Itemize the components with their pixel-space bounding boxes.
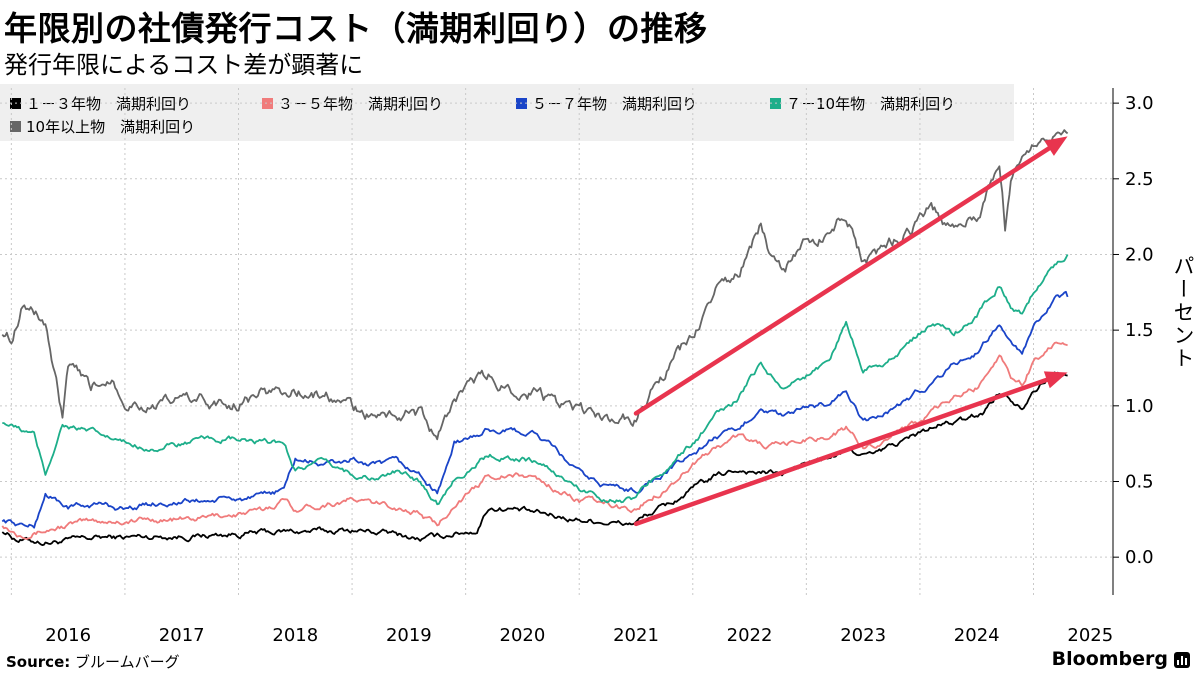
legend-item-10plus: 10年以上物 満期利回り [10, 116, 195, 137]
grid [0, 88, 1113, 595]
trend-arrow-0 [633, 143, 1056, 416]
series-line-y7_10 [2, 254, 1069, 506]
x-tick-label-2: 2018 [272, 625, 318, 646]
x-tick-label-6: 2022 [727, 625, 773, 646]
legend-swatch-3-5 [262, 98, 273, 109]
series-line-y10plus [1, 129, 1069, 441]
series-line-y5_7 [1, 290, 1069, 529]
legend-label-3-5: ３－５年物 満期利回り [278, 95, 444, 113]
legend: １－３年物 満期利回り ３－５年物 満期利回り ５－７年物 満期利回り ７－10… [0, 84, 1014, 141]
y-tick-label-6: 3.0 [1125, 93, 1154, 114]
y-tick-label-5: 2.5 [1125, 169, 1154, 190]
y-tick-label-0: 0.0 [1125, 547, 1154, 568]
source-label: Source: [6, 653, 71, 671]
x-tick-label-8: 2024 [954, 625, 1000, 646]
trend-arrow-1 [633, 376, 1054, 527]
x-axis: 2016 2017 2018 2019 2020 2021 2022 2023 2024 2025 [45, 625, 1113, 646]
source-text: ブルームバーグ [75, 653, 180, 671]
series-line-y1_3 [1, 371, 1068, 546]
legend-label-10plus: 10年以上物 満期利回り [26, 118, 196, 136]
series-line-y3_5 [1, 341, 1068, 540]
y-tick-label-1: 0.5 [1125, 471, 1154, 492]
y-axis-label: パーセント [1171, 255, 1195, 370]
y-tick-label-3: 1.5 [1125, 320, 1154, 341]
trend-arrow-head-1 [1043, 371, 1068, 389]
x-tick-label-7: 2023 [840, 625, 886, 646]
bloomberg-logo: Bloomberg [1051, 648, 1168, 670]
chart-title: 年限別の社債発行コスト（満期利回り）の推移 [4, 9, 708, 48]
chart-subtitle: 発行年限によるコスト差が顕著に [4, 51, 364, 79]
y-axis: 0.0 0.5 1.0 1.5 2.0 2.5 3.0 [1112, 88, 1154, 595]
x-tick-label-9: 2025 [1067, 625, 1113, 646]
legend-swatch-10plus [10, 121, 21, 132]
y-tick-label-2: 1.0 [1125, 396, 1154, 417]
y-tick-label-4: 2.0 [1125, 244, 1154, 265]
legend-item-3-5: ３－５年物 満期利回り [262, 93, 443, 114]
legend-label-7-10: ７－10年物 満期利回り [786, 95, 956, 113]
x-tick-label-4: 2020 [500, 625, 546, 646]
x-tick-label-1: 2017 [159, 625, 205, 646]
trend-arrows [633, 136, 1068, 527]
x-tick-label-5: 2021 [613, 625, 659, 646]
legend-label-5-7: ５－７年物 満期利回り [532, 95, 698, 113]
trend-arrow-head-0 [1044, 136, 1068, 156]
source-note: Source: ブルームバーグ [6, 651, 180, 672]
x-tick-label-0: 2016 [45, 625, 91, 646]
bloomberg-bars-icon [1174, 652, 1190, 668]
x-tick-label-3: 2019 [386, 625, 432, 646]
legend-label-1-3: １－３年物 満期利回り [26, 95, 192, 113]
series-lines [1, 129, 1069, 546]
